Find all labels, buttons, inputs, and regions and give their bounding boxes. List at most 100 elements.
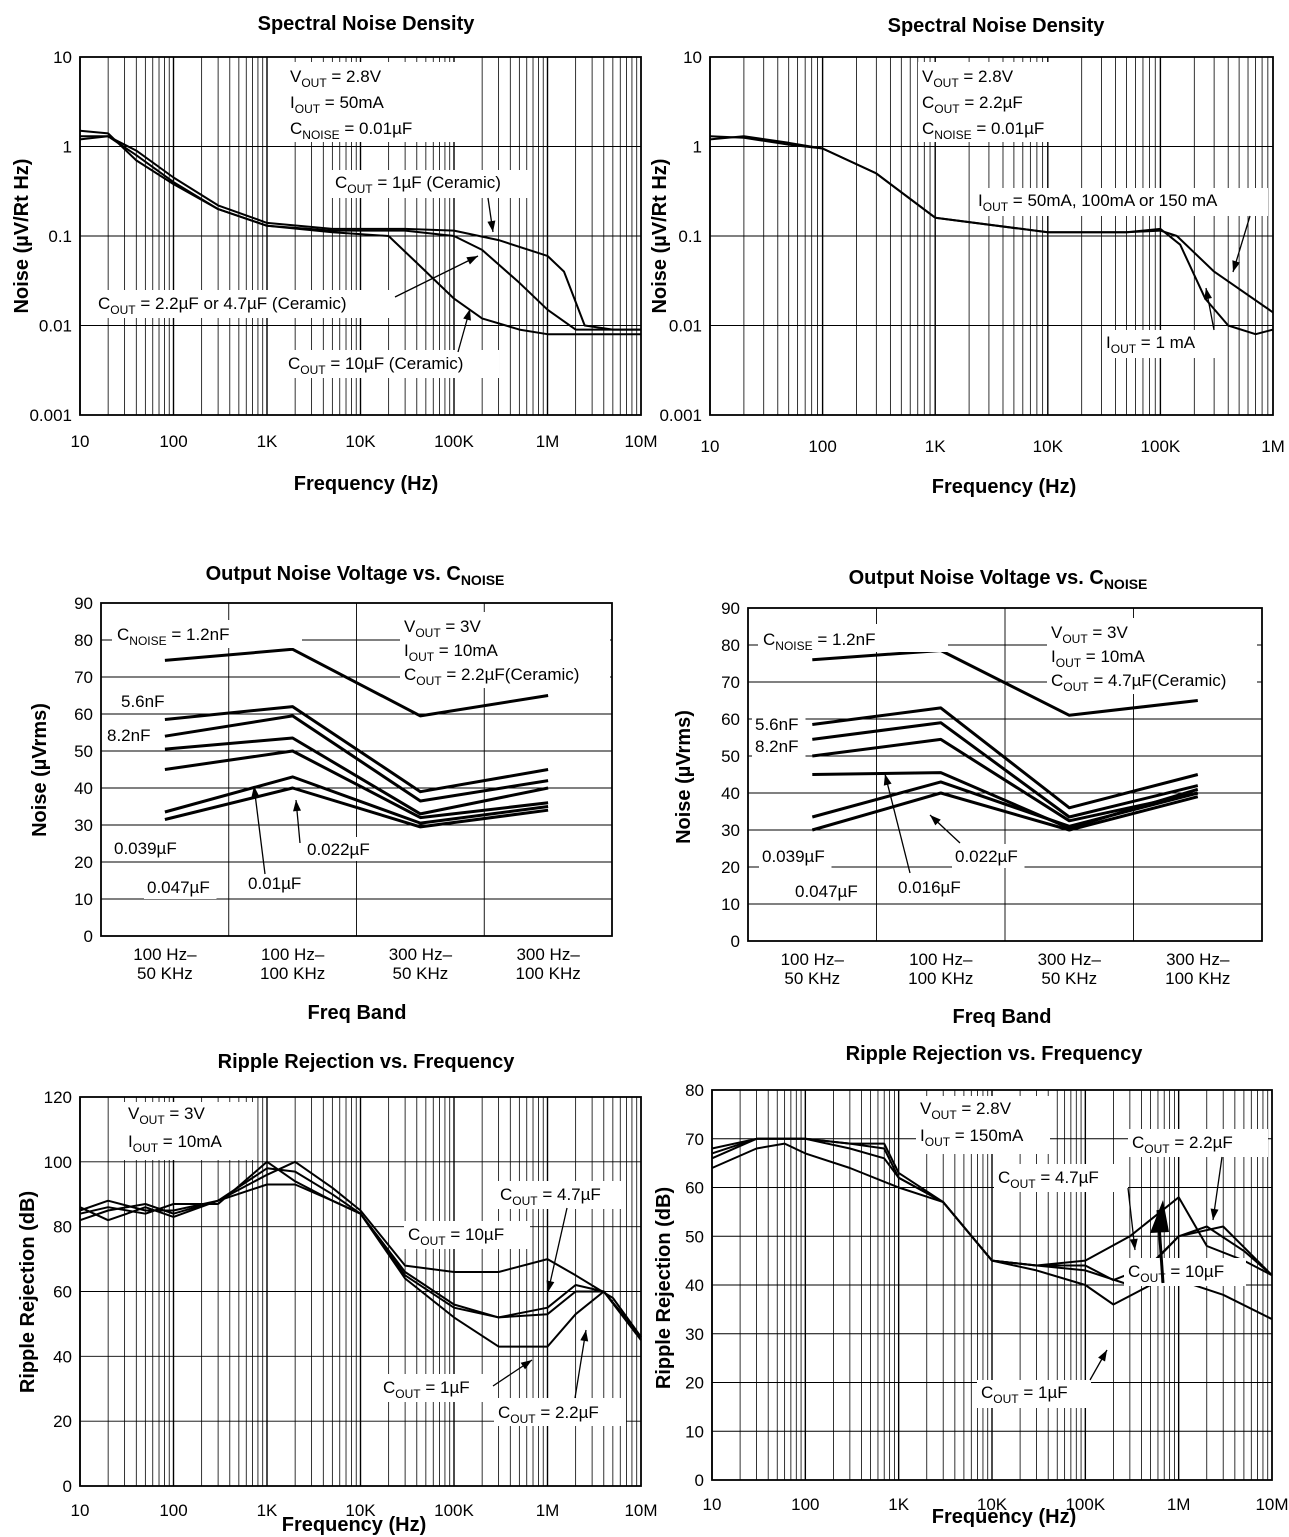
series-label-0-039uf: 0.039µF — [111, 836, 184, 860]
arrow-head — [930, 815, 941, 826]
series-line — [811, 780, 1199, 828]
condition-label-line: VOUT = 2.8V — [290, 67, 382, 90]
series-line — [164, 714, 549, 803]
label-background — [752, 712, 806, 736]
label-background — [758, 624, 948, 652]
x-axis-label: Freq Band — [953, 1006, 1052, 1028]
leader-line — [394, 255, 479, 298]
x-axis-label: Frequency (Hz) — [932, 1506, 1076, 1528]
arrow-head — [883, 774, 892, 786]
label-background — [1047, 618, 1257, 694]
arrow-head — [251, 786, 260, 798]
condition-label-line: COUT = 2.2µF — [922, 93, 1023, 116]
label-background — [496, 1181, 626, 1209]
series-line — [812, 721, 1199, 819]
plot-frame — [79, 56, 642, 416]
x-tick-label: 10K — [977, 1495, 1008, 1514]
iout-high-label: IOUT = 50mA, 100mA or 150 mA — [978, 191, 1218, 214]
chart-6-annotations: VOUT = 2.8V IOUT = 150mA COUT = 2.2µF COUT … — [916, 1096, 1268, 1408]
cout-2-2uf-label: COUT = 2.2µF — [498, 1403, 599, 1426]
y-axis-label: Noise (µV/Rt Hz) — [11, 159, 33, 314]
x-tick-label: 100 KHz — [1165, 969, 1230, 988]
iout-high-label-line: IOUT = 50mA, 100mA or 150 mA — [978, 191, 1218, 214]
y-tick-label: 10 — [683, 48, 702, 67]
y-tick-label: 20 — [74, 853, 93, 872]
series-line — [164, 749, 549, 820]
series-label-0-022uf-text: 0.022µF — [307, 840, 370, 859]
x-tick-label: 10M — [1255, 1495, 1288, 1514]
x-axis-label: Frequency (Hz) — [294, 473, 438, 495]
chart-title: Spectral Noise Density — [888, 15, 1106, 37]
y-tick-label: 30 — [721, 821, 740, 840]
y-axis-label: Noise (µVrms) — [673, 710, 695, 844]
series-line — [812, 706, 1199, 810]
cout-1uf-label-line: COUT = 1µF — [383, 1378, 470, 1401]
condition-label-line: IOUT = 10mA — [1051, 647, 1146, 670]
arrow-head — [520, 1360, 532, 1370]
x-tick-label: 1K — [257, 432, 278, 451]
label-background — [973, 188, 1268, 216]
condition-label-line: CNOISE = 0.01µF — [922, 119, 1044, 142]
series-line — [164, 786, 549, 829]
y-tick-label: 10 — [721, 895, 740, 914]
y-tick-label: 120 — [44, 1088, 72, 1107]
x-tick-label: 10 — [701, 437, 720, 456]
x-tick-label: 1M — [1261, 437, 1285, 456]
y-tick-label: 80 — [74, 631, 93, 650]
x-tick-label: 10M — [624, 1501, 657, 1520]
cout-2-2uf-label-line: COUT = 2.2µF — [498, 1403, 599, 1426]
label-background — [916, 1096, 1050, 1154]
y-tick-label: 10 — [74, 890, 93, 909]
series-label-0-047uf-text: 0.047µF — [147, 878, 210, 897]
x-tick-label: 50 KHz — [137, 964, 193, 983]
plot-frame — [79, 1096, 642, 1487]
y-tick-label: 1 — [693, 138, 702, 157]
series-label-0-022uf-text: 0.022µF — [955, 847, 1018, 866]
label-background — [93, 290, 395, 318]
arrow-head — [487, 220, 496, 232]
label-background — [977, 1380, 1091, 1408]
x-tick-label: 300 Hz– — [516, 945, 580, 964]
x-axis-label: Freq Band — [308, 1002, 407, 1024]
cout-1uf-label-line: COUT = 1µF — [981, 1383, 1068, 1406]
cout-1uf-label-line: COUT = 1µF (Ceramic) — [335, 173, 501, 196]
x-tick-label: 50 KHz — [393, 964, 449, 983]
plot-frame — [709, 56, 1274, 416]
series-label-0-047uf-text: 0.047µF — [795, 882, 858, 901]
y-tick-label: 90 — [721, 599, 740, 618]
y-tick-label: 0.1 — [678, 227, 702, 246]
cnoise-1-2nf-label-line: CNOISE = 1.2nF — [763, 630, 875, 653]
y-tick-label: 80 — [721, 636, 740, 655]
x-tick-label: 10 — [71, 1501, 90, 1520]
cout-1uf-label: COUT = 1µF — [383, 1378, 470, 1401]
x-tick-label: 10K — [345, 432, 376, 451]
x-tick-label: 1K — [257, 1501, 278, 1520]
series-line — [79, 135, 641, 331]
y-tick-label: 40 — [721, 784, 740, 803]
y-axis-label: Noise (µVrms) — [29, 703, 51, 837]
series-label-0-039uf-text: 0.039µF — [114, 839, 177, 858]
y-axis-label: Noise (µV/Rt Hz) — [649, 159, 671, 314]
chart-5: Ripple Rejection vs. Frequency 0 20 40 60 80 1… — [17, 1051, 658, 1536]
series-label-5-6nf-text: 5.6nF — [121, 692, 164, 711]
x-tick-label: 100K — [434, 432, 474, 451]
x-tick-label: 100K — [1141, 437, 1181, 456]
series-label-5-6nf-text: 5.6nF — [755, 715, 798, 734]
series-line — [164, 775, 549, 825]
cout-10uf-label-line: COUT = 10µF — [408, 1225, 504, 1248]
x-tick-label: 100 Hz– — [909, 950, 973, 969]
series-label-8-2nf: 8.2nF — [752, 734, 806, 758]
cout-2-2-4-7uf-label-line: COUT = 2.2µF or 4.7µF (Ceramic) — [98, 294, 347, 317]
y-axis-label: Ripple Rejection (dB) — [17, 1191, 39, 1393]
condition-label-line: COUT = 2.2µF(Ceramic) — [404, 665, 579, 688]
leader-line — [884, 773, 911, 874]
series-line — [709, 135, 1274, 336]
y-tick-label: 0.1 — [48, 227, 72, 246]
condition-label: VOUT = 2.8V IOUT = 150mA — [920, 1099, 1024, 1149]
cout-2-2uf-label: COUT = 2.2µF — [1132, 1133, 1233, 1156]
y-tick-label: 0 — [731, 932, 740, 951]
cout-4-7uf-label-line: COUT = 4.7µF — [500, 1185, 601, 1208]
x-tick-label: 1M — [1167, 1495, 1191, 1514]
chart-3: Output Noise Voltage vs. CNOISE 0 10 20 30 40… — [29, 563, 613, 1024]
